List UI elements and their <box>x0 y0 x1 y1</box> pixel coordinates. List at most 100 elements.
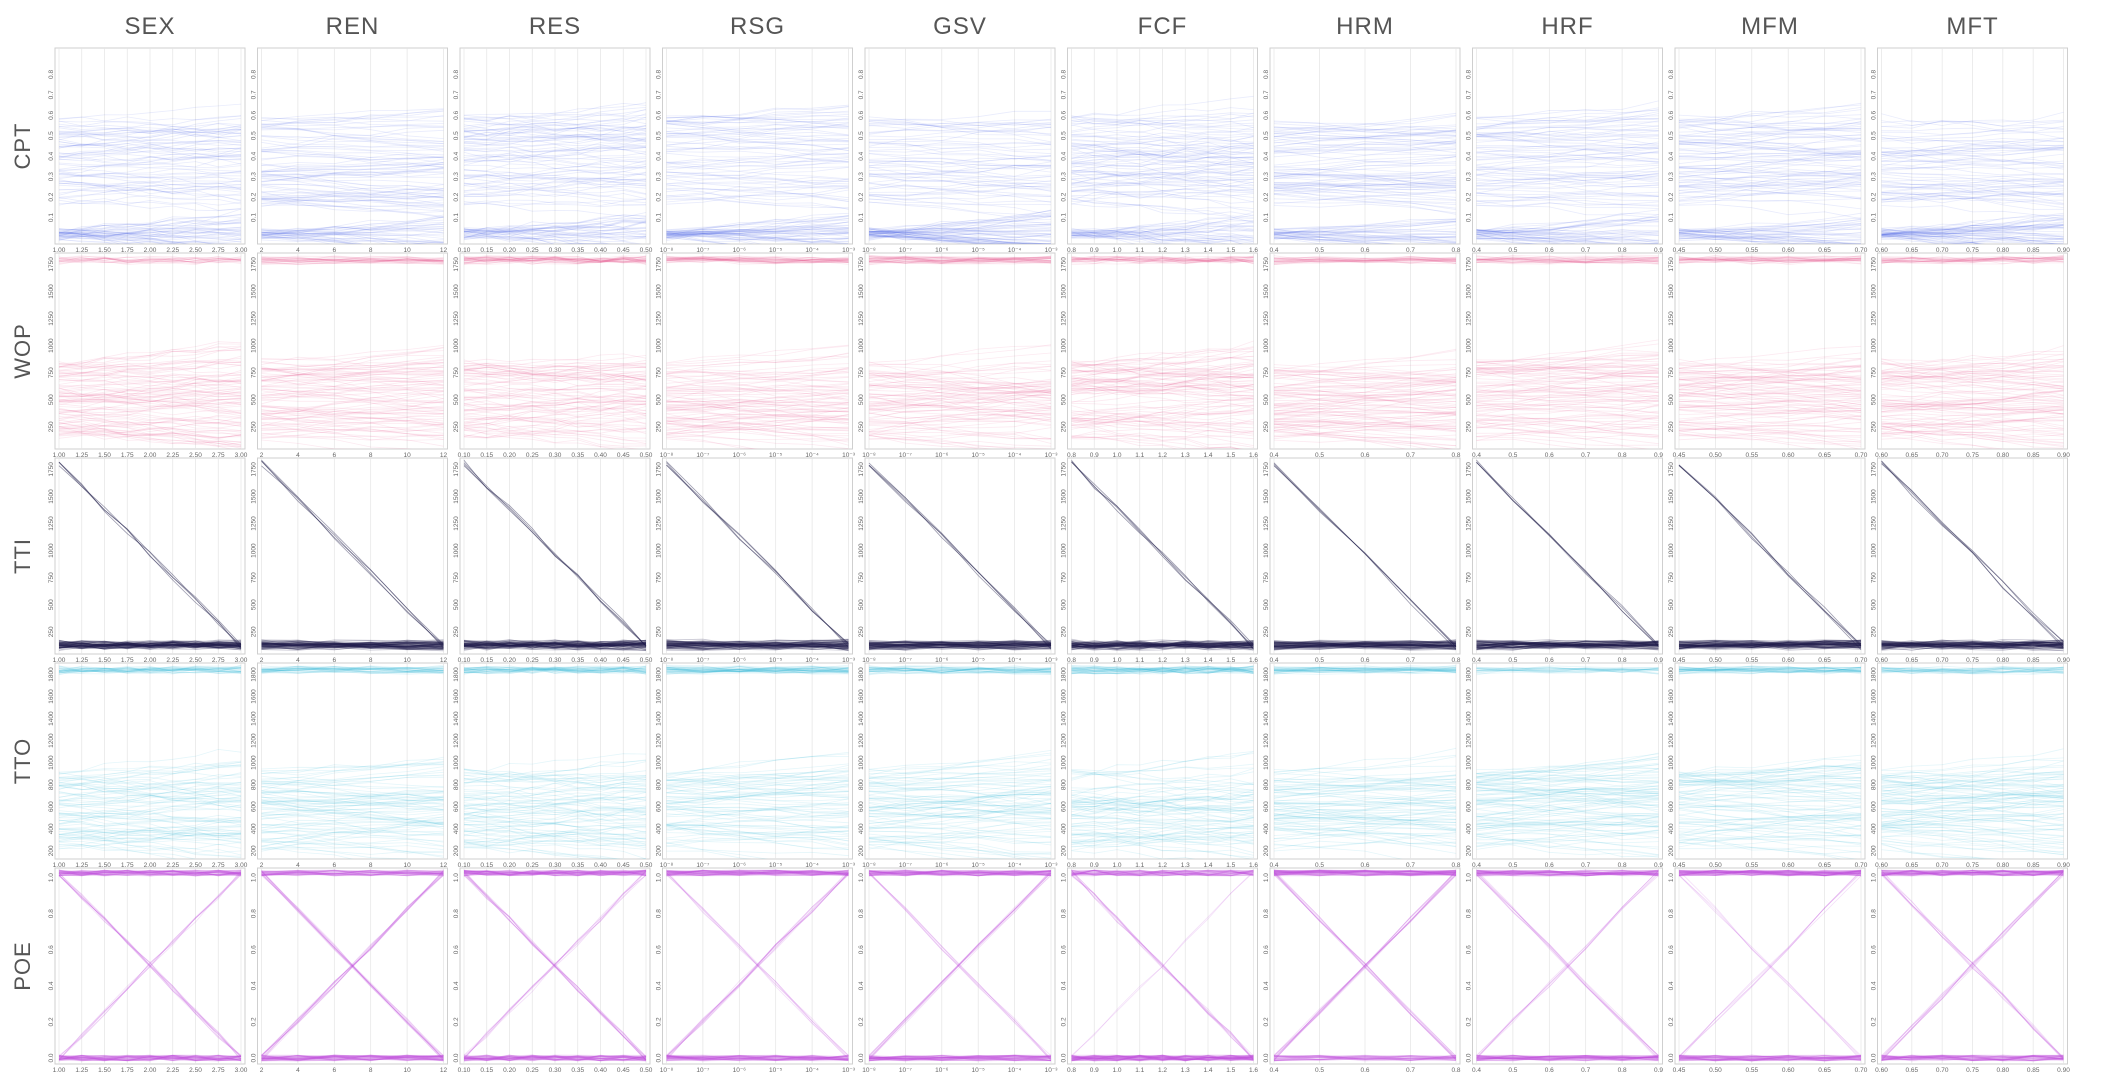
trace-line <box>1881 177 2064 192</box>
trace-line <box>1273 399 1457 405</box>
trace-line <box>261 644 444 648</box>
trace-line <box>1678 359 1862 387</box>
y-tick-label: 400 <box>1466 823 1473 834</box>
trace-line <box>463 124 647 133</box>
trace-line <box>58 232 190 244</box>
y-tick-label: 0.4 <box>1668 151 1675 160</box>
trace-line <box>261 156 444 166</box>
trace-line <box>1071 113 1254 133</box>
trace-line <box>868 257 1052 266</box>
x-tick-label: 2.50 <box>189 657 202 664</box>
trace-line <box>463 257 647 264</box>
y-tick-label: 500 <box>858 394 865 405</box>
trace-line <box>868 228 1052 239</box>
trace-line <box>1881 230 2064 238</box>
trace-line <box>1881 398 2064 410</box>
trace-line <box>1678 372 1862 396</box>
trace-line <box>1881 368 2064 389</box>
trace-line <box>1881 374 2064 381</box>
x-tick-label: 1.6 <box>1249 247 1258 254</box>
x-tick-label: 0.50 <box>1709 452 1722 459</box>
trace-line <box>1881 234 2064 240</box>
trace-line <box>463 185 647 200</box>
trace-line <box>261 232 444 243</box>
trace-line <box>1273 237 1372 244</box>
trace-line <box>1678 137 1862 157</box>
y-tick-label: 0.6 <box>1871 110 1878 119</box>
trace-line <box>1476 405 1659 412</box>
trace-line <box>868 234 1018 244</box>
y-tick-label: 0.3 <box>1466 172 1473 181</box>
trace-line <box>1678 122 1862 142</box>
trace-line <box>666 114 849 120</box>
trace-line <box>1273 422 1457 440</box>
trace-line <box>666 184 849 201</box>
trace-line <box>666 186 849 192</box>
trace-line <box>58 199 242 206</box>
y-tick-label: 1400 <box>1871 711 1878 726</box>
trace-line <box>1476 349 1659 361</box>
y-tick-label: 0.6 <box>251 110 258 119</box>
trace-line <box>1476 202 1659 208</box>
trace-line <box>1678 366 1862 386</box>
trace-line <box>868 383 1052 400</box>
trace-line <box>1881 180 2064 202</box>
trace-line <box>1273 231 1457 243</box>
trace-line <box>261 256 444 265</box>
trace-line <box>868 421 1052 427</box>
trace-line <box>261 379 444 392</box>
y-tick-label: 0.8 <box>656 70 663 79</box>
trace-line <box>1273 380 1457 388</box>
trace-line <box>1476 238 1539 244</box>
trace-line <box>1071 148 1254 169</box>
trace-line <box>868 389 1052 403</box>
trace-line <box>1476 364 1659 376</box>
trace-line <box>261 387 444 399</box>
trace-line <box>58 230 242 239</box>
trace-line <box>1071 364 1254 373</box>
trace-line <box>1881 231 2064 240</box>
trace-line <box>1881 233 2064 244</box>
trace-line <box>463 160 647 171</box>
trace-line <box>1476 229 1659 244</box>
trace-line <box>261 239 352 244</box>
trace-line <box>1476 141 1659 161</box>
trace-line <box>1273 156 1457 178</box>
trace-line <box>58 430 242 439</box>
trace-line <box>1678 177 1862 184</box>
trace-line <box>868 231 979 244</box>
trace-line <box>1881 395 2064 408</box>
trace-line <box>1476 369 1659 392</box>
trace-line <box>666 216 849 233</box>
trace-line <box>1476 257 1659 264</box>
trace-line <box>1273 130 1457 147</box>
trace-line <box>58 420 242 429</box>
trace-line <box>1678 401 1862 420</box>
trace-line <box>1273 428 1457 438</box>
trace-line <box>869 384 1052 389</box>
trace-line <box>1881 233 1968 244</box>
trace-line <box>463 411 647 425</box>
trace-line <box>1071 362 1254 390</box>
trace-line <box>261 372 444 394</box>
y-tick-label: 1250 <box>1466 516 1473 531</box>
trace-line <box>261 643 444 649</box>
trace-line <box>1881 382 2064 390</box>
trace-line <box>58 180 242 199</box>
trace-line <box>868 431 1051 440</box>
trace-line <box>1678 229 1862 237</box>
trace-line <box>1071 224 1254 238</box>
trace-line <box>868 187 1052 196</box>
trace-line <box>58 147 242 154</box>
trace-line <box>868 142 1052 157</box>
trace-line <box>58 399 242 406</box>
trace-line <box>58 163 242 175</box>
y-tick-label: 0.1 <box>656 213 663 222</box>
trace-line <box>261 222 444 235</box>
trace-line <box>868 172 1052 190</box>
x-tick-label: 10⁻⁸ <box>660 247 674 254</box>
trace-line <box>463 368 647 381</box>
trace-line <box>1678 158 1862 178</box>
trace-line <box>666 394 849 420</box>
